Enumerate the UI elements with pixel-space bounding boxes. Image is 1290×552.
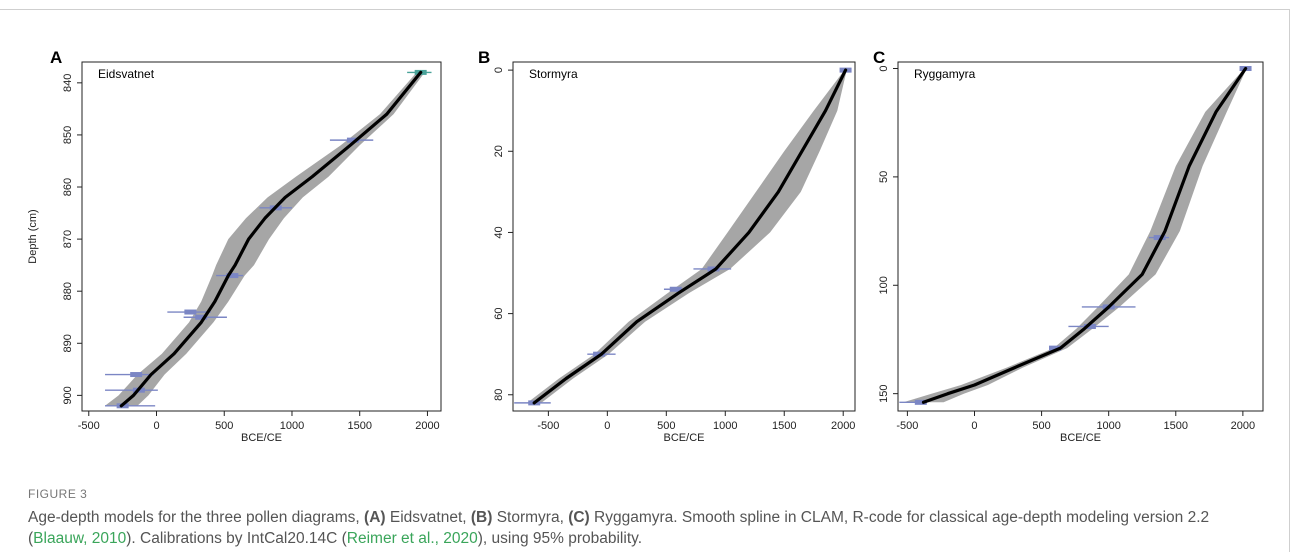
calibrated-date-3 xyxy=(663,286,683,292)
date-mode-marker xyxy=(130,372,143,378)
y-tick-label: 60 xyxy=(493,307,505,319)
plot-frame xyxy=(512,61,856,412)
figure-caption: Age-depth models for the three pollen di… xyxy=(28,507,1268,549)
calibrated-date-2 xyxy=(1148,235,1170,241)
date-mode-marker xyxy=(669,286,682,292)
y-tick-label: 40 xyxy=(493,226,505,238)
caption-text: Stormyra, xyxy=(492,509,569,526)
x-tick-label: 1500 xyxy=(772,420,796,432)
date-mode-marker xyxy=(1083,323,1096,329)
panel-letter: A xyxy=(50,48,62,67)
x-tick-label: -500 xyxy=(537,420,559,432)
y-tick-label: 870 xyxy=(62,230,74,248)
x-tick-label: 2000 xyxy=(415,420,439,432)
x-axis-label: BCE/CE xyxy=(1060,432,1101,444)
confidence-envelope xyxy=(903,68,1247,403)
x-axis-label: BCE/CE xyxy=(664,432,705,444)
x-tick-label: 1000 xyxy=(713,420,737,432)
calibrated-date-7 xyxy=(105,372,154,378)
date-mode-marker xyxy=(1049,345,1062,351)
x-tick-label: 500 xyxy=(657,420,675,432)
caption-text: Age-depth models for the three pollen di… xyxy=(28,509,365,526)
y-tick-label: 850 xyxy=(62,126,74,144)
x-tick-label: 1000 xyxy=(280,420,304,432)
y-tick-label: 900 xyxy=(62,386,74,404)
date-mode-marker xyxy=(1153,235,1166,241)
date-mode-marker xyxy=(346,137,359,143)
age-depth-spline xyxy=(921,66,1248,404)
x-tick-label: -500 xyxy=(896,420,918,432)
top-divider xyxy=(0,9,1290,10)
figure-label: FIGURE 3 xyxy=(28,487,88,501)
x-tick-label: 0 xyxy=(153,420,159,432)
caption-text: Ryggamyra. Smooth spline in CLAM, R-code… xyxy=(28,509,1210,547)
age-depth-spline xyxy=(532,68,848,405)
panel-letter: C xyxy=(873,48,885,67)
calibrated-date-2 xyxy=(329,137,374,143)
y-tick-label: 100 xyxy=(878,276,890,294)
y-tick-label: 20 xyxy=(493,145,505,157)
plot-frame xyxy=(81,61,442,412)
confidence-envelope xyxy=(105,72,425,406)
caption-block: FIGURE 3 Age-depth models for the three … xyxy=(28,487,1268,549)
y-tick-label: 880 xyxy=(62,282,74,300)
x-tick-label: 0 xyxy=(604,420,610,432)
site-name-label: Eidsvatnet xyxy=(98,67,155,81)
x-tick-label: 1000 xyxy=(1096,420,1120,432)
calibrated-date-5 xyxy=(167,309,211,315)
caption-panel-c: (C) xyxy=(568,509,590,526)
panel-letter: B xyxy=(478,48,490,67)
x-axis-label: BCE/CE xyxy=(241,432,282,444)
caption-text: ). Calibrations by IntCal20.14C ( xyxy=(126,530,347,547)
date-mode-marker xyxy=(914,399,927,405)
panel-a-chart: -500 0 500 1000 1500 2000 840 850 860 870 880 890 90… xyxy=(27,48,442,444)
y-tick-label: 840 xyxy=(62,74,74,92)
x-tick-label: 2000 xyxy=(1231,420,1255,432)
date-mode-marker xyxy=(226,273,239,279)
site-name-label: Stormyra xyxy=(529,67,578,81)
x-tick-label: 1500 xyxy=(1164,420,1188,432)
y-tick-label: 0 xyxy=(878,65,890,71)
date-mode-marker xyxy=(195,314,208,320)
x-tick-label: -500 xyxy=(78,420,100,432)
caption-panel-b: (B) xyxy=(470,509,493,526)
plot-frame xyxy=(897,61,1264,412)
y-tick-label: 80 xyxy=(493,389,505,401)
age-depth-spline xyxy=(119,70,423,408)
y-tick-label: 150 xyxy=(878,384,890,402)
caption-panel-a: (A) xyxy=(364,509,386,526)
reference-link-blaauw[interactable]: Blaauw, 2010 xyxy=(33,530,127,547)
x-tick-label: 500 xyxy=(1032,420,1050,432)
y-tick-label: 50 xyxy=(878,171,890,183)
site-name-label: Ryggamyra xyxy=(914,67,976,81)
x-tick-label: 1500 xyxy=(347,420,371,432)
caption-text: ), using 95% probability. xyxy=(477,530,643,547)
panel-c-chart: -500 0 500 1000 1500 2000 0 50 100 150 BCE/CE C Rygg… xyxy=(873,48,1264,444)
y-axis-label: Depth (cm) xyxy=(27,209,39,263)
panel-b-chart: -500 0 500 1000 1500 2000 0 20 40 60 80 BCE/CE B Stor… xyxy=(478,48,856,444)
x-tick-label: 500 xyxy=(215,420,233,432)
calibrated-date-6 xyxy=(899,399,927,405)
date-mode-marker xyxy=(184,309,197,315)
x-tick-label: 2000 xyxy=(831,420,855,432)
y-tick-label: 890 xyxy=(62,334,74,352)
x-tick-label: 0 xyxy=(971,420,977,432)
y-tick-label: 860 xyxy=(62,178,74,196)
caption-text: Eidsvatnet, xyxy=(385,509,471,526)
y-tick-label: 0 xyxy=(493,67,505,73)
reference-link-reimer[interactable]: Reimer et al., 2020 xyxy=(346,530,478,547)
